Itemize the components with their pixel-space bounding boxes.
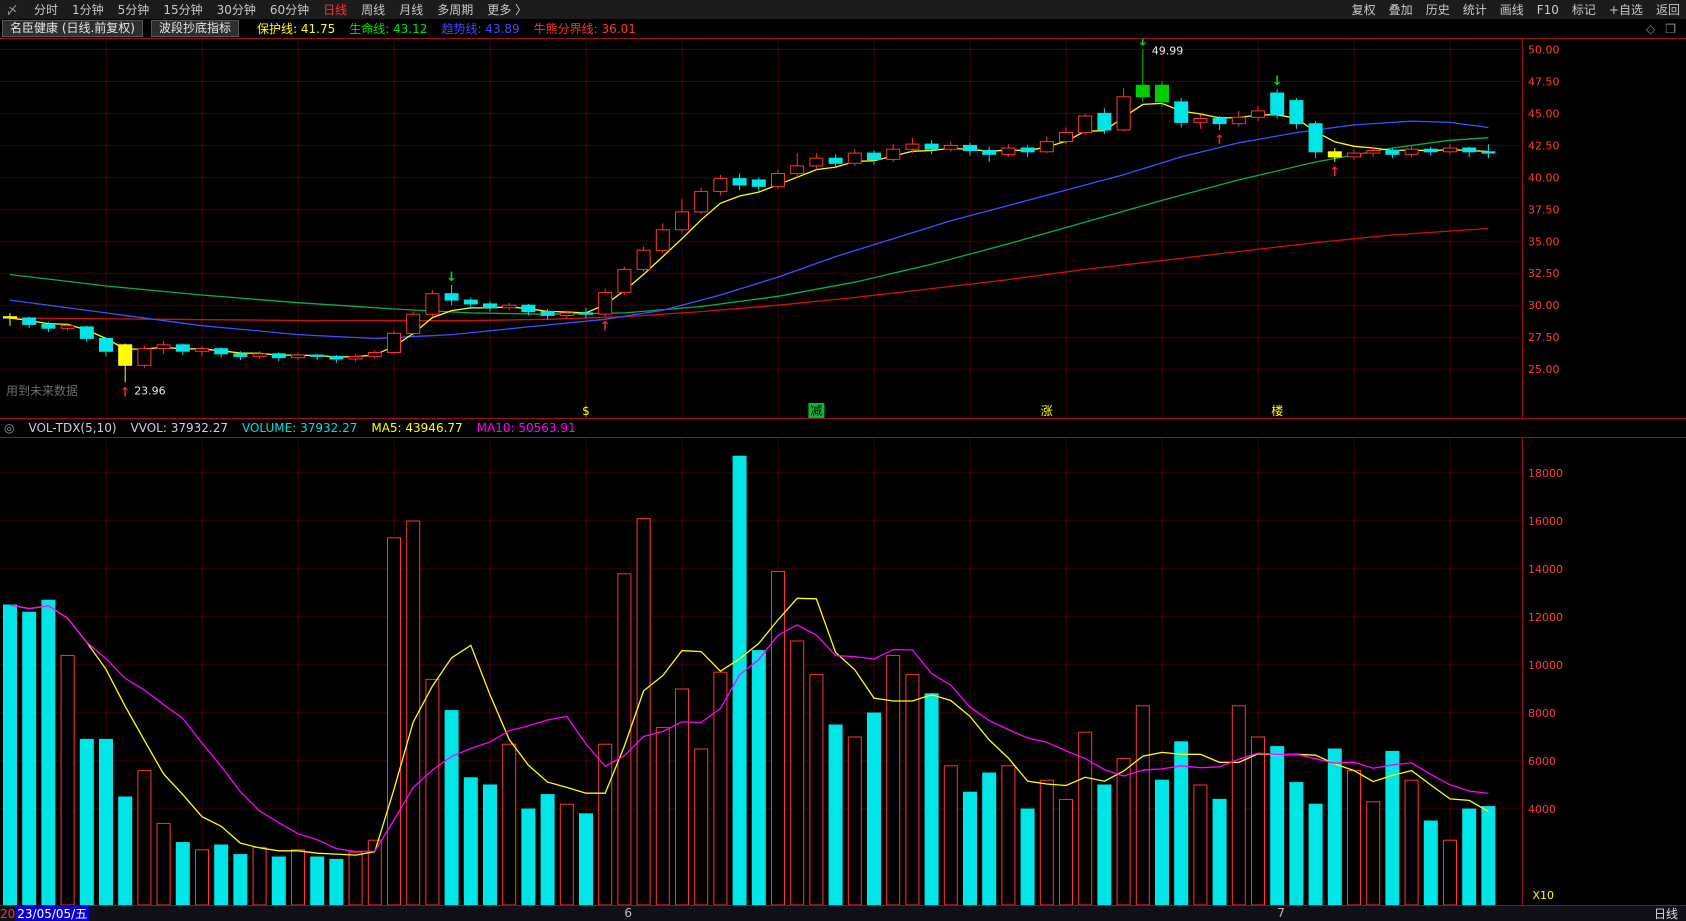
svg-text:↓: ↓ bbox=[1137, 38, 1148, 50]
svg-text:$: $ bbox=[582, 404, 590, 418]
collapse-toggle-icon[interactable]: ◎ bbox=[4, 421, 15, 435]
indicator-legend-item: 趋势线: 43.89 bbox=[441, 22, 520, 36]
volume-header-value: VVOL: 37932.27 bbox=[130, 421, 228, 435]
period-button[interactable]: 周线 bbox=[361, 3, 386, 17]
toolbar-button[interactable]: 标记 bbox=[1571, 3, 1596, 17]
volume-header-value: MA5: 43946.77 bbox=[371, 421, 463, 435]
period-button[interactable]: 更多 〉 bbox=[487, 3, 528, 17]
toolbar-button[interactable]: F10 bbox=[1536, 2, 1559, 17]
svg-text:16000: 16000 bbox=[1528, 515, 1563, 528]
svg-text:减: 减 bbox=[810, 404, 822, 418]
svg-text:4000: 4000 bbox=[1528, 803, 1556, 816]
svg-text:49.99: 49.99 bbox=[1152, 45, 1184, 58]
tabbar-tool-icon[interactable]: ❐ bbox=[1665, 21, 1676, 36]
month-marker: 7 bbox=[1277, 906, 1285, 920]
svg-text:涨: 涨 bbox=[1041, 403, 1053, 418]
svg-text:8000: 8000 bbox=[1528, 707, 1556, 720]
volume-header-value: MA10: 50563.91 bbox=[476, 421, 576, 435]
app-menu-icon[interactable]: 〆 bbox=[6, 3, 19, 17]
toolbar-button[interactable]: +自选 bbox=[1608, 3, 1643, 17]
date-axis-bar: 20 23/05/05/五 日线 6 7 bbox=[0, 905, 1686, 921]
volume-header-value: VOLUME: 37932.27 bbox=[241, 421, 358, 435]
svg-text:6000: 6000 bbox=[1528, 755, 1556, 768]
svg-text:14000: 14000 bbox=[1528, 563, 1563, 576]
indicator-legend-item: 生命线: 43.12 bbox=[349, 22, 428, 36]
period-button[interactable]: 1分钟 bbox=[72, 3, 104, 17]
stock-tab[interactable]: 名臣健康 (日线.前复权) bbox=[2, 20, 143, 37]
volume-indicator-header: ◎ VOL-TDX(5,10) VVOL: 37932.27 VOLUME: 379… bbox=[0, 419, 1686, 437]
toolbar-button[interactable]: 统计 bbox=[1462, 3, 1487, 17]
svg-text:47.50: 47.50 bbox=[1528, 76, 1560, 89]
volume-pane: 18000 16000 14000 12000 10000 8000 6000 4000 X1… bbox=[0, 437, 1686, 905]
tool-group: 复权 叠加 历史 统计 画线 F10 标记 +自选 返回 bbox=[1352, 1, 1680, 18]
volume-multiplier-label: X10 bbox=[1532, 889, 1554, 902]
period-button[interactable]: 15分钟 bbox=[163, 3, 203, 17]
indicator-legend-item: 牛熊分界线: 36.01 bbox=[533, 22, 636, 36]
main-chart-pane: 50.00 47.50 45.00 42.50 40.00 37.50 35.00 32.50… bbox=[0, 38, 1686, 419]
bottom-period-label: 日线 bbox=[1653, 907, 1678, 921]
date-prefix: 20 bbox=[0, 906, 16, 921]
toolbar-button[interactable]: 复权 bbox=[1351, 3, 1376, 17]
indicator-tab[interactable]: 波段抄底指标 bbox=[151, 20, 240, 37]
svg-text:↑: ↑ bbox=[1214, 133, 1225, 148]
selected-date[interactable]: 23/05/05/五 bbox=[15, 905, 90, 921]
toolbar-button[interactable]: 返回 bbox=[1655, 3, 1680, 17]
svg-text:↓: ↓ bbox=[1272, 74, 1283, 89]
period-button[interactable]: 30分钟 bbox=[216, 3, 256, 17]
svg-text:50.00: 50.00 bbox=[1528, 44, 1560, 57]
svg-text:↓: ↓ bbox=[446, 270, 457, 285]
tab-bar: 名臣健康 (日线.前复权) 波段抄底指标 保护线: 41.75 生命线: 43.1… bbox=[0, 19, 1686, 38]
period-button[interactable]: 60分钟 bbox=[269, 3, 310, 17]
volume-header-value: VOL-TDX(5,10) bbox=[28, 421, 117, 435]
period-group: 〆 分时 1分钟 5分钟 15分钟 30分钟 60分钟 日线 周线 月线 多周期 更多 〉 bbox=[6, 1, 527, 18]
toolbar-button[interactable]: 历史 bbox=[1425, 3, 1450, 17]
indicator-legend-item: 保护线: 41.75 bbox=[257, 22, 336, 36]
toolbar-button[interactable]: 叠加 bbox=[1388, 3, 1413, 17]
indicator-legend: 保护线: 41.75 生命线: 43.12 趋势线: 43.89 牛熊分界线: 36.… bbox=[257, 20, 636, 37]
svg-text:42.50: 42.50 bbox=[1528, 139, 1560, 152]
svg-text:40.00: 40.00 bbox=[1528, 171, 1560, 184]
svg-text:32.50: 32.50 bbox=[1528, 267, 1560, 280]
main-candlestick-chart[interactable]: 50.00 47.50 45.00 42.50 40.00 37.50 35.00 32.50… bbox=[0, 38, 1686, 419]
period-button[interactable]: 分时 bbox=[34, 3, 59, 17]
toolbar-button[interactable]: 画线 bbox=[1499, 3, 1524, 17]
volume-bar-chart[interactable]: 18000 16000 14000 12000 10000 8000 6000 4000 bbox=[0, 437, 1686, 905]
svg-text:用到未来数据: 用到未来数据 bbox=[6, 383, 78, 398]
period-button[interactable]: 日线 bbox=[323, 3, 348, 17]
svg-text:23.96: 23.96 bbox=[134, 384, 166, 397]
svg-text:12000: 12000 bbox=[1528, 611, 1563, 624]
svg-text:楼: 楼 bbox=[1271, 403, 1283, 418]
svg-text:↑: ↑ bbox=[1329, 165, 1340, 180]
svg-text:35.00: 35.00 bbox=[1528, 235, 1560, 248]
period-button[interactable]: 5分钟 bbox=[117, 3, 150, 17]
svg-text:25.00: 25.00 bbox=[1528, 363, 1560, 376]
tabbar-icons: ◇ ❐ bbox=[1646, 22, 1684, 36]
top-toolbar: 〆 分时 1分钟 5分钟 15分钟 30分钟 60分钟 日线 周线 月线 多周期 更多 〉 复权 叠加… bbox=[0, 0, 1686, 19]
svg-text:37.50: 37.50 bbox=[1528, 203, 1560, 216]
svg-text:18000: 18000 bbox=[1528, 467, 1563, 480]
period-button[interactable]: 月线 bbox=[399, 3, 424, 17]
month-marker: 6 bbox=[624, 906, 633, 920]
period-button[interactable]: 多周期 bbox=[437, 3, 474, 17]
svg-text:27.50: 27.50 bbox=[1528, 331, 1560, 344]
svg-text:30.00: 30.00 bbox=[1528, 299, 1560, 312]
svg-text:↑: ↑ bbox=[600, 320, 611, 335]
svg-text:10000: 10000 bbox=[1528, 659, 1563, 672]
svg-text:45.00: 45.00 bbox=[1528, 107, 1560, 120]
svg-text:↑: ↑ bbox=[120, 385, 131, 400]
tabbar-tool-icon[interactable]: ◇ bbox=[1646, 21, 1656, 36]
